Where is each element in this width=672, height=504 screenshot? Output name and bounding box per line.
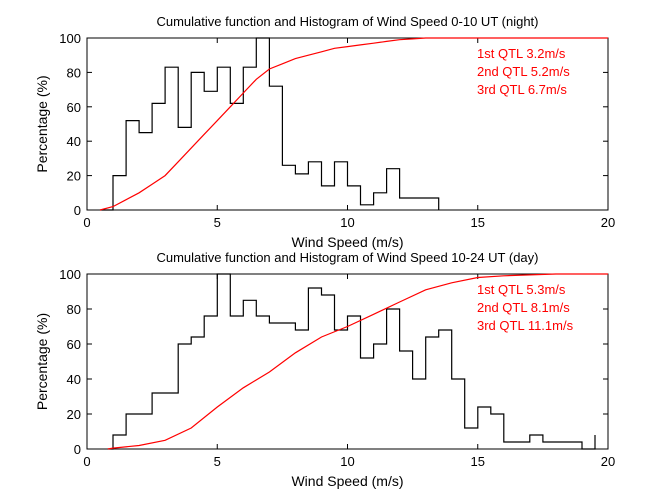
y-tick-label: 0 [74, 442, 81, 457]
y-tick-label: 100 [59, 31, 81, 46]
y-axis-label: Percentage (%) [34, 75, 50, 172]
cumulative-series [99, 37, 608, 211]
y-tick-label: 40 [67, 372, 81, 387]
x-tick-label: 10 [340, 454, 354, 469]
chart-panel-1: Cumulative function and Histogram of Win… [34, 14, 615, 250]
y-tick-label: 20 [67, 169, 81, 184]
x-tick-label: 0 [83, 215, 90, 230]
quartile-annotation: 2nd QTL 8.1m/s [477, 300, 570, 315]
y-tick-label: 60 [67, 100, 81, 115]
x-tick-label: 0 [83, 454, 90, 469]
x-axis-label: Wind Speed (m/s) [291, 234, 403, 250]
y-tick-label: 80 [67, 302, 81, 317]
chart-title: Cumulative function and Histogram of Win… [156, 250, 538, 265]
y-tick-label: 0 [74, 203, 81, 218]
quartile-annotation: 1st QTL 3.2m/s [477, 46, 566, 61]
x-tick-label: 15 [471, 215, 485, 230]
quartile-annotation: 2nd QTL 5.2m/s [477, 64, 570, 79]
quartile-annotation: 1st QTL 5.3m/s [477, 282, 566, 297]
x-tick-label: 5 [214, 215, 221, 230]
y-tick-label: 20 [67, 407, 81, 422]
x-tick-label: 20 [601, 454, 615, 469]
y-tick-label: 60 [67, 337, 81, 352]
y-tick-label: 80 [67, 65, 81, 80]
x-axis-label: Wind Speed (m/s) [291, 473, 403, 489]
chart-panel-2: Cumulative function and Histogram of Win… [34, 250, 615, 489]
y-tick-label: 100 [59, 267, 81, 282]
quartile-annotation: 3rd QTL 6.7m/s [477, 82, 567, 97]
cumulative-series [107, 273, 608, 450]
x-tick-label: 20 [601, 215, 615, 230]
y-axis-label: Percentage (%) [34, 313, 50, 410]
histogram-series [100, 37, 440, 211]
x-tick-label: 5 [214, 454, 221, 469]
y-tick-label: 40 [67, 134, 81, 149]
x-tick-label: 15 [471, 454, 485, 469]
quartile-annotation: 3rd QTL 11.1m/s [477, 318, 574, 333]
histogram-series [107, 273, 596, 450]
chart-title: Cumulative function and Histogram of Win… [156, 14, 538, 29]
x-tick-label: 10 [340, 215, 354, 230]
